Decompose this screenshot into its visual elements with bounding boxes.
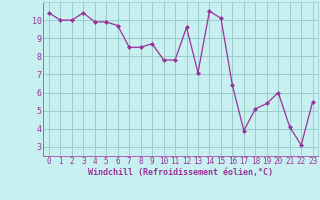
X-axis label: Windchill (Refroidissement éolien,°C): Windchill (Refroidissement éolien,°C) xyxy=(88,168,273,177)
